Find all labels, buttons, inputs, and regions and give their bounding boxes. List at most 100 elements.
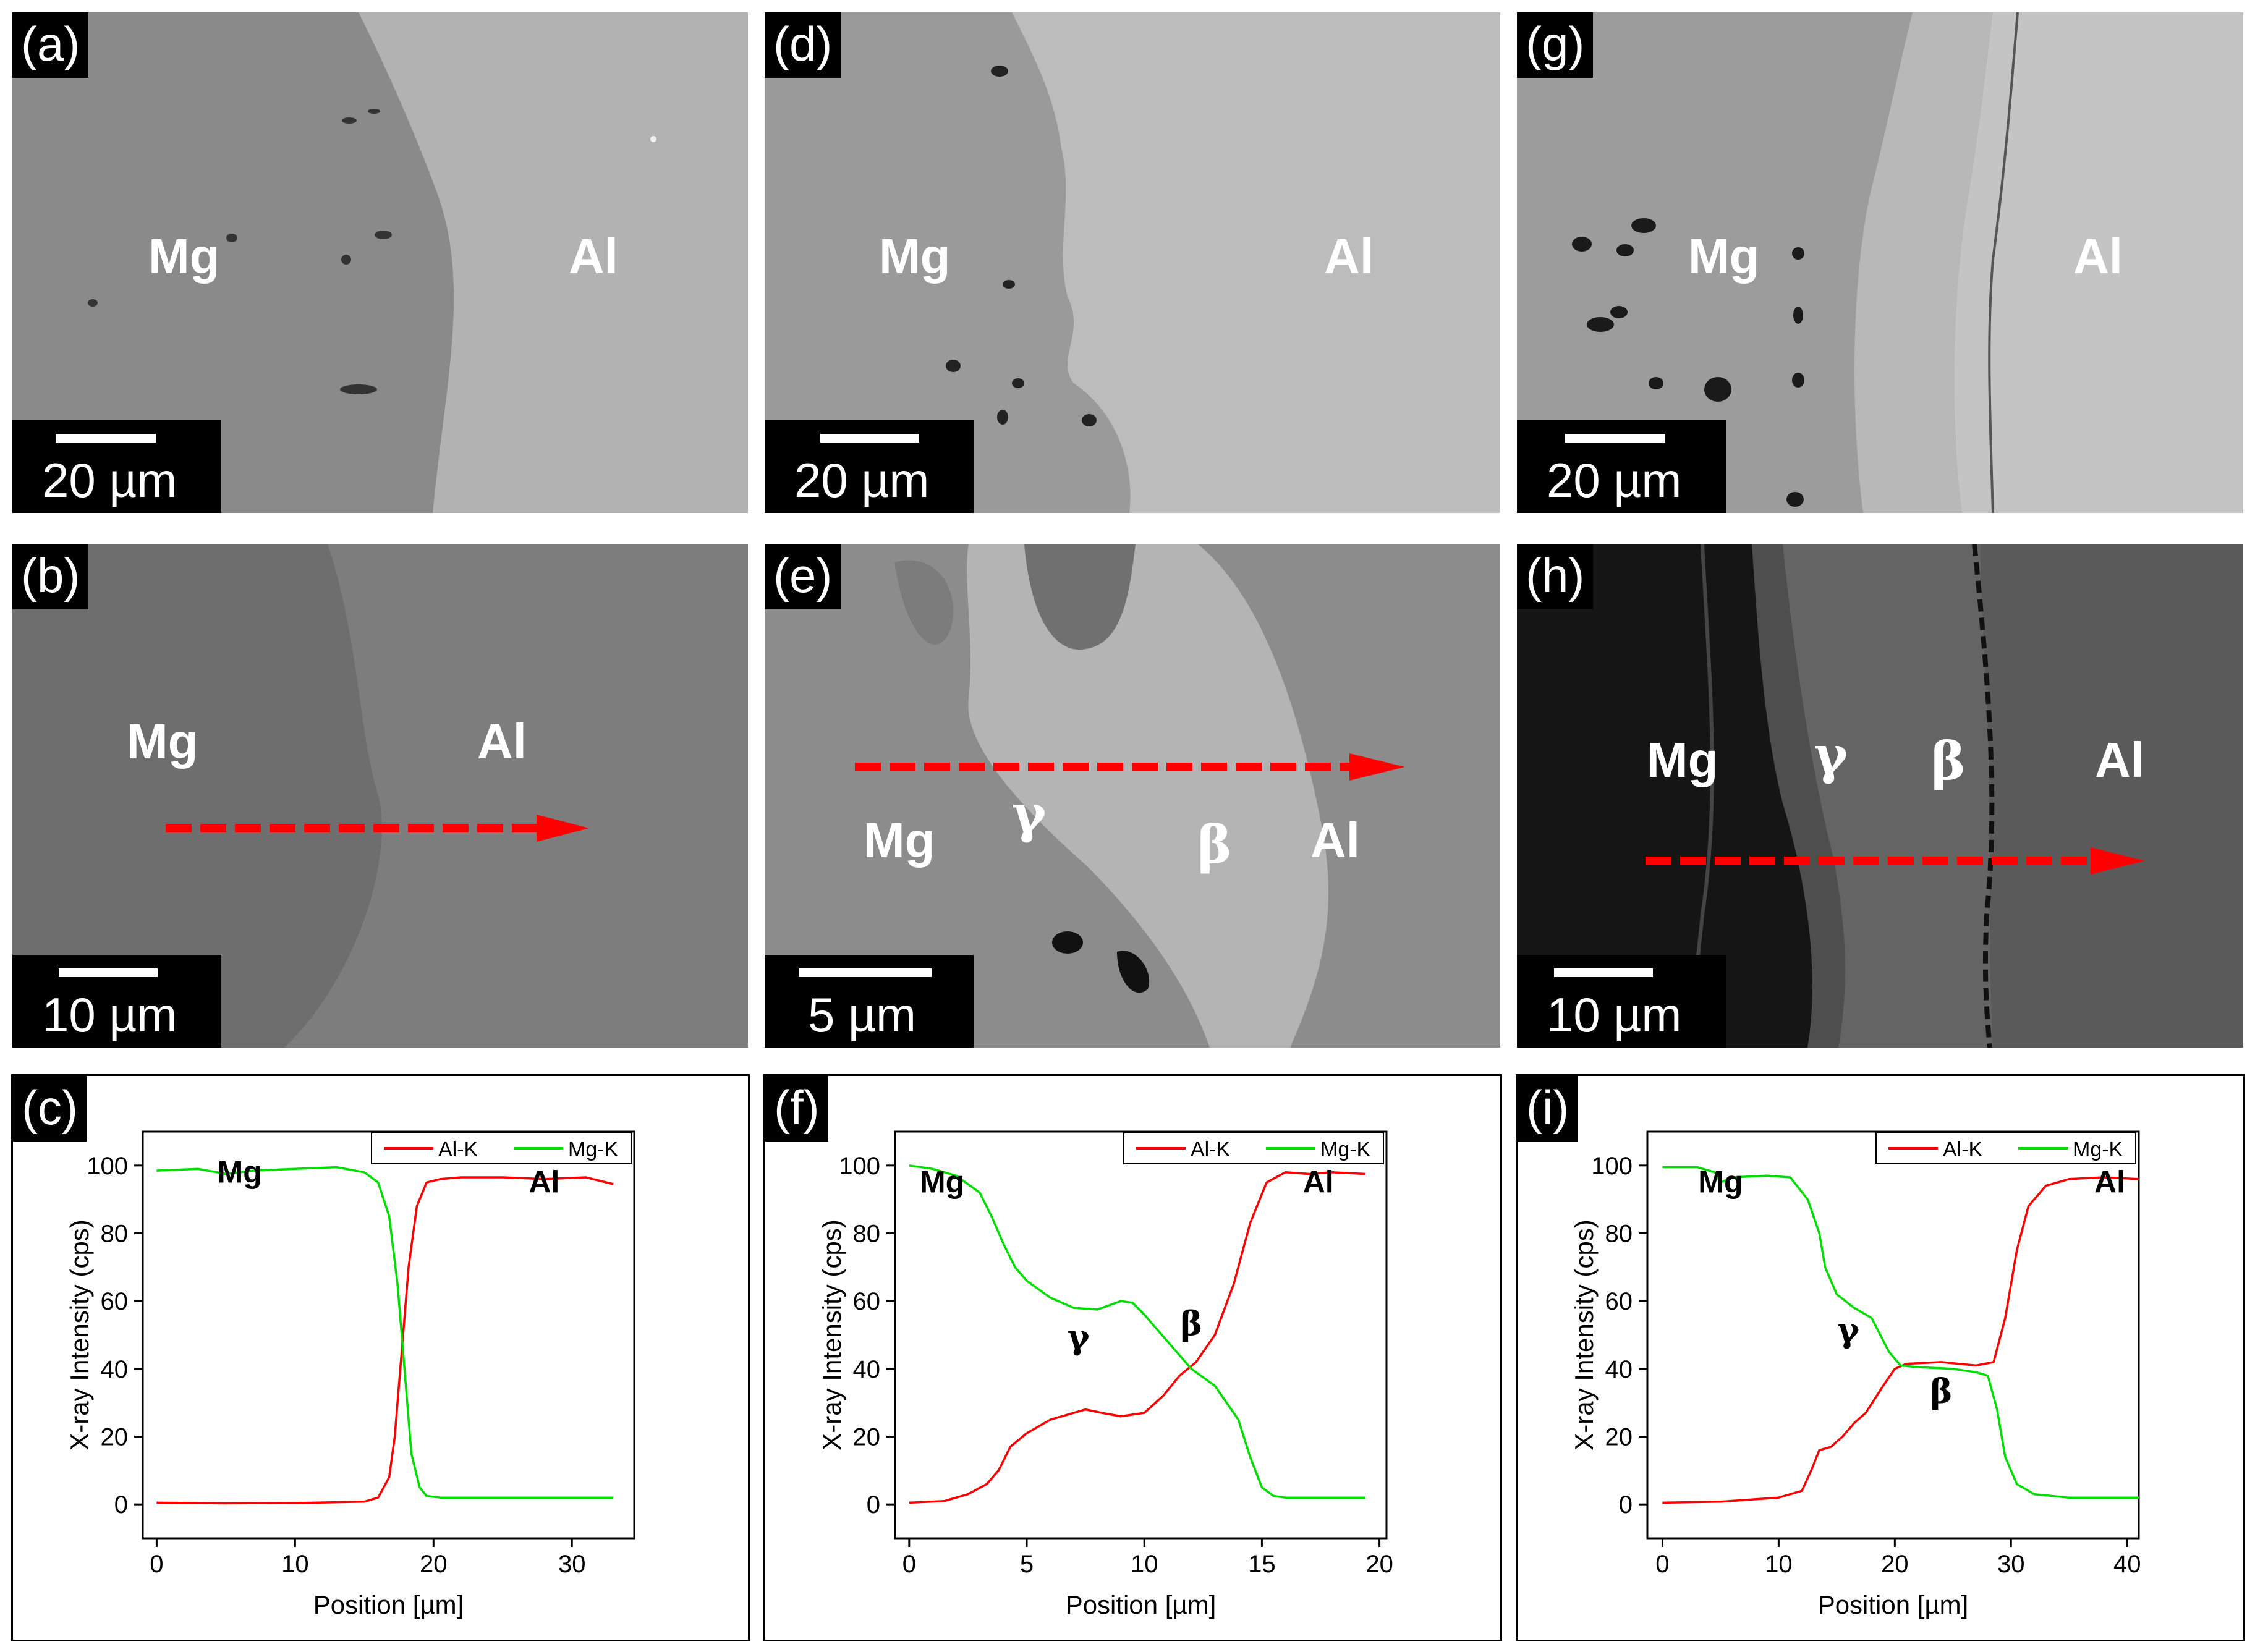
plot-axes-box [142, 1130, 635, 1540]
linescan-chart-i: 0 10 20 30 40 0 20 40 60 80 100 Position [µm] X-ray … [1569, 1130, 2141, 1619]
scale-bar-label: 10 µm [42, 988, 177, 1042]
scale-bar [56, 434, 156, 443]
label-mg: Mg [1647, 732, 1718, 787]
label-mg: Mg [879, 229, 951, 284]
y-tick-label: 80 [853, 1221, 881, 1248]
sem-image-h [1517, 544, 2243, 1048]
x-tick-label: 15 [1248, 1551, 1276, 1578]
series-line-mg-k [1662, 1166, 2139, 1499]
x-tick-label: 0 [1655, 1551, 1669, 1578]
y-tick-label: 20 [101, 1424, 129, 1451]
annotation-label: Mg [920, 1165, 964, 1200]
plot-panel-f: (f) 0 5 10 15 20 0 20 40 60 80 100 Position [µm] X-r… [763, 1074, 1502, 1641]
y-tick-label: 20 [853, 1424, 881, 1451]
x-tick-label: 0 [902, 1551, 916, 1578]
scale-bar [1565, 434, 1665, 443]
x-tick-label: 5 [1020, 1551, 1034, 1578]
annotation-label: Mg [218, 1154, 262, 1189]
label-al: Al [1324, 229, 1374, 284]
x-axis-label: Position [µm] [1818, 1590, 1969, 1619]
x-tick-label: 10 [1131, 1551, 1158, 1578]
scale-bar-box: 5 µm [765, 955, 974, 1048]
label-mg: Mg [1688, 229, 1760, 284]
scale-bar [1554, 968, 1653, 977]
panel-tag-h: (h) [1517, 544, 1594, 609]
series-line-mg-k [909, 1164, 1365, 1499]
linescan-chart-f: 0 5 10 15 20 0 20 40 60 80 100 Position [µm] X-ray I… [817, 1130, 1393, 1619]
legend-label: Al-K [1943, 1138, 1983, 1161]
linescan-chart-c: 0 10 20 30 0 20 40 60 80 100 Position [µm] X-ray In… [65, 1130, 635, 1619]
scale-bar-label: 10 µm [1547, 988, 1682, 1042]
x-tick-label: 20 [420, 1551, 448, 1578]
series-line-al-k [156, 1176, 614, 1505]
plot-axes-box [894, 1130, 1388, 1540]
label-beta: β [1197, 814, 1232, 875]
label-al: Al [477, 714, 527, 769]
y-tick-label: 100 [1591, 1153, 1633, 1180]
sem-panel-a: (a) Mg Al 20 µm [12, 12, 748, 513]
legend: Al-K Mg-K [1875, 1132, 2136, 1164]
label-gamma: γ [1012, 783, 1047, 844]
linescan-arrow [855, 753, 1405, 781]
y-tick-label: 80 [1605, 1221, 1633, 1248]
linescan-arrow [166, 815, 589, 842]
x-tick-label: 10 [1765, 1551, 1793, 1578]
x-axis-label: Position [µm] [1066, 1590, 1217, 1619]
y-tick-label: 100 [87, 1153, 128, 1180]
scale-bar [820, 434, 919, 443]
label-mg: Mg [127, 714, 198, 769]
scale-bar-label: 20 µm [42, 453, 177, 507]
x-tick-label: 20 [1365, 1551, 1393, 1578]
scale-bar [59, 968, 158, 977]
sem-panel-h: (h) Mg γ β Al 10 µm [1517, 544, 2243, 1048]
legend-label: Al-K [1191, 1138, 1231, 1161]
panel-tag-i: (i) [1518, 1076, 1578, 1142]
annotation-label: γ [1068, 1317, 1090, 1357]
y-tick-label: 0 [1619, 1491, 1633, 1519]
label-al: Al [1310, 813, 1360, 868]
label-al: Al [2095, 732, 2144, 787]
annotation-label: β [1930, 1371, 1953, 1411]
x-tick-label: 0 [150, 1551, 163, 1578]
y-axis-label: X-ray Intensity (cps) [65, 1219, 94, 1450]
y-tick-label: 100 [839, 1153, 880, 1180]
annotation-label: β [1180, 1303, 1202, 1343]
scale-bar-box: 20 µm [1517, 420, 1726, 513]
plot-panel-i: (i) 0 10 20 30 40 0 20 40 60 80 100 Position [µm] X-… [1516, 1074, 2245, 1641]
series-line-al-k [909, 1171, 1365, 1504]
scale-bar-box: 10 µm [12, 955, 221, 1048]
x-tick-label: 20 [1881, 1551, 1909, 1578]
label-al: Al [2073, 229, 2123, 284]
x-tick-label: 30 [1997, 1551, 2025, 1578]
panel-tag-a: (a) [12, 12, 89, 78]
x-tick-label: 10 [281, 1551, 309, 1578]
scale-bar-label: 20 µm [794, 453, 930, 507]
annotation-label: Al [529, 1165, 559, 1200]
panel-tag-d: (d) [765, 12, 841, 78]
panel-tag-g: (g) [1517, 12, 1594, 78]
y-tick-label: 60 [101, 1288, 129, 1315]
y-tick-label: 40 [1605, 1356, 1633, 1383]
sem-panel-b: (b) Mg Al 10 µm [12, 544, 748, 1048]
x-tick-label: 40 [2113, 1551, 2141, 1578]
y-axis-label: X-ray Intensity (cps) [1569, 1219, 1599, 1450]
annotation-label: Al [2094, 1165, 2125, 1200]
sem-panel-e: (e) Mg γ β Al 5 µm [765, 544, 1500, 1048]
y-tick-label: 0 [114, 1491, 128, 1519]
x-axis-label: Position [µm] [313, 1590, 464, 1619]
scale-bar-box: 20 µm [12, 420, 221, 513]
legend-box [1123, 1132, 1384, 1164]
y-tick-label: 80 [101, 1221, 129, 1248]
scale-bar-label: 20 µm [1547, 453, 1682, 507]
legend-label: Mg-K [2073, 1138, 2123, 1161]
y-tick-label: 60 [1605, 1288, 1633, 1315]
y-tick-label: 20 [1605, 1424, 1633, 1451]
scale-bar-box: 10 µm [1517, 955, 1726, 1048]
legend-label: Mg-K [568, 1138, 619, 1161]
scale-bar-box: 20 µm [765, 420, 974, 513]
series-line-mg-k [156, 1166, 614, 1499]
annotation-label: γ [1837, 1310, 1859, 1350]
y-axis-label: X-ray Intensity (cps) [817, 1219, 846, 1450]
annotation-label: Mg [1698, 1165, 1743, 1200]
scale-bar-label: 5 µm [808, 988, 916, 1042]
